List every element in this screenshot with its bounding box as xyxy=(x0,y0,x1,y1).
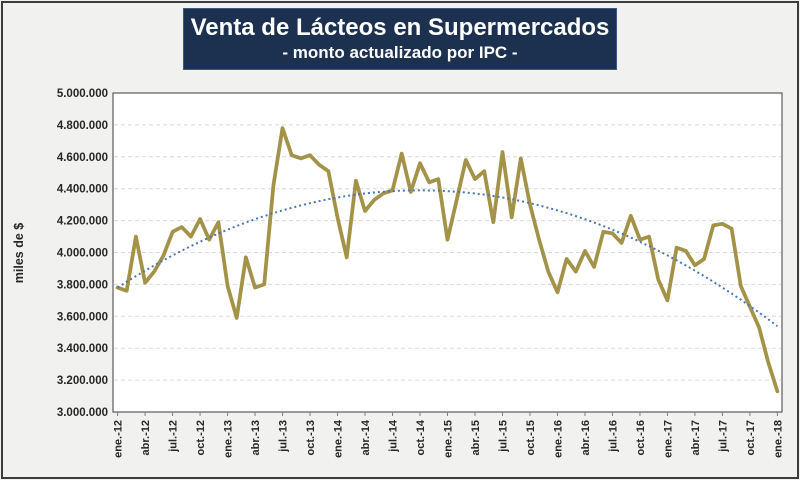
y-axis-title-area: miles de $ xyxy=(6,93,32,412)
chart-subtitle: - monto actualizado por IPC - xyxy=(282,43,518,63)
x-tick-label: jul.-13 xyxy=(278,420,290,453)
x-axis-ticks xyxy=(117,412,778,416)
y-tick-label: 4.600.000 xyxy=(57,152,108,164)
x-axis-labels: ene.-12 abr.-12 jul.-12 oct.-12 ene.-13 abr.-… xyxy=(113,419,785,458)
x-tick-label: oct.-17 xyxy=(745,420,757,455)
y-tick-label: 3.400.000 xyxy=(57,343,108,355)
sales-line xyxy=(115,126,780,394)
x-tick-label: abr.-16 xyxy=(580,420,592,455)
x-tick-label: oct.-16 xyxy=(635,420,647,455)
x-tick-label: oct.-12 xyxy=(195,420,207,455)
x-tick-label: oct.-13 xyxy=(305,420,317,455)
y-axis-title: miles de $ xyxy=(12,222,27,283)
y-axis-labels: 5.000.000 4.800.000 4.600.000 4.400.000 4.20… xyxy=(57,88,108,419)
y-tick-label: 3.600.000 xyxy=(57,311,108,323)
y-tick-label: 5.000.000 xyxy=(57,88,108,100)
x-tick-label: jul.-15 xyxy=(497,420,509,453)
x-tick-label: abr.-15 xyxy=(470,420,482,455)
x-tick-label: ene.-18 xyxy=(772,420,784,458)
x-tick-label: abr.-17 xyxy=(690,420,702,455)
x-tick-label: ene.-14 xyxy=(333,419,345,458)
x-tick-label: abr.-14 xyxy=(360,419,372,455)
trend-line xyxy=(117,189,779,327)
x-tick-label: abr.-12 xyxy=(140,420,152,455)
y-tick-label: 4.400.000 xyxy=(57,184,108,196)
x-tick-label: oct.-14 xyxy=(415,419,427,455)
x-tick-label: jul.-14 xyxy=(388,419,400,453)
x-tick-label: jul.-12 xyxy=(168,420,180,453)
x-tick-label: jul.-17 xyxy=(717,420,729,453)
y-tick-label: 3.200.000 xyxy=(57,375,108,387)
x-tick-label: ene.-15 xyxy=(443,420,455,458)
y-tick-label: 4.200.000 xyxy=(57,216,108,228)
y-tick-label: 3.800.000 xyxy=(57,279,108,291)
x-tick-label: abr.-13 xyxy=(250,420,262,455)
y-tick-label: 4.800.000 xyxy=(57,120,108,132)
x-tick-label: ene.-13 xyxy=(223,420,235,458)
x-tick-label: ene.-17 xyxy=(662,420,674,458)
x-tick-label: ene.-12 xyxy=(113,420,125,458)
y-tick-label: 4.000.000 xyxy=(57,248,108,260)
x-tick-label: oct.-15 xyxy=(525,420,537,455)
x-tick-label: jul.-16 xyxy=(607,420,619,453)
chart-title: Venta de Lácteos en Supermercados xyxy=(190,14,610,42)
chart-title-box: Venta de Lácteos en Supermercados - mont… xyxy=(183,8,617,70)
x-tick-label: ene.-16 xyxy=(552,420,564,458)
y-tick-label: 3.000.000 xyxy=(57,407,108,419)
